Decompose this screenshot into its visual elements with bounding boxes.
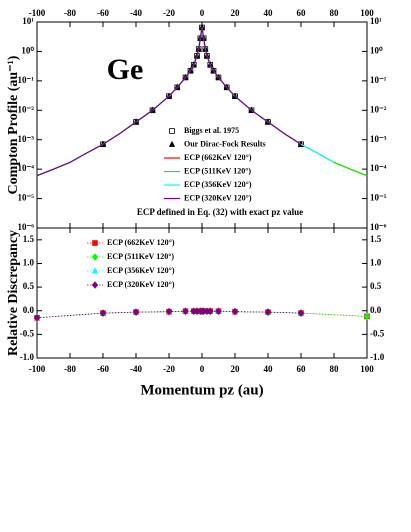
data-point [215, 307, 222, 315]
x-tick-label: -100 [29, 364, 46, 374]
legend-label: ECP (662KeV 120°) [184, 153, 252, 162]
data-point [231, 307, 239, 316]
y-tick-label: 10¹ [22, 16, 34, 26]
y-tick-label: 1.5 [23, 234, 35, 244]
y-tick-label: 10⁻² [370, 104, 387, 114]
legend-label: ECP (320KeV 120°) [107, 280, 175, 289]
y-tick-label: 10⁰ [21, 45, 34, 55]
y-tick-label: 10⁻⁴ [370, 163, 387, 173]
legend-marker [91, 253, 99, 261]
y-tick-label: 1.0 [23, 258, 35, 268]
legend-label: ECP (356KeV 120°) [107, 266, 175, 275]
data-point [207, 307, 214, 315]
x-tick-label: 60 [297, 364, 307, 374]
legend-marker [91, 267, 99, 274]
x-tick-label: -40 [130, 364, 142, 374]
y-axis-label: Relative Discrepancy [6, 230, 21, 356]
data-point [132, 308, 140, 316]
legend-label: ECP (511KeV 120°) [184, 166, 251, 175]
y-tick-label: 10¹ [370, 16, 382, 26]
x-tick-label: -60 [97, 364, 109, 374]
data-point [363, 312, 371, 321]
x-tick-label: 0 [200, 364, 205, 374]
legend-marker [168, 140, 176, 147]
legend-label: Our Dirac-Fock Results [184, 139, 266, 148]
x-tick-label: 40 [264, 364, 274, 374]
y-tick-label: 10⁻⁵ [370, 193, 387, 203]
y-tick-label: 10⁻³ [370, 134, 387, 144]
x-tick-label: 80 [330, 364, 340, 374]
data-point [165, 307, 173, 316]
data-point [99, 309, 107, 317]
legend-label: ECP (356KeV 120°) [184, 180, 252, 189]
x-tick-label: -80 [64, 364, 76, 374]
y-tick-label: 1.5 [370, 234, 382, 244]
y-tick-label: 10⁻⁵ [18, 193, 35, 203]
x-axis-label: Momentum pz (au) [140, 382, 263, 398]
y-tick-label: -1.0 [20, 352, 35, 362]
x-tick-label: 0 [200, 8, 205, 18]
y-tick-label: 1.0 [370, 258, 382, 268]
y-tick-label: 10⁻² [18, 104, 35, 114]
x-tick-label: -80 [64, 8, 76, 18]
y-tick-label: 10⁰ [370, 45, 383, 55]
x-tick-label: 80 [330, 8, 340, 18]
y-tick-label: 0.5 [370, 281, 382, 291]
x-tick-label: -20 [163, 364, 175, 374]
legend-label: ECP (662KeV 120°) [107, 238, 175, 247]
y-tick-label: 0.5 [23, 281, 35, 291]
legend-marker [91, 281, 99, 289]
y-tick-label: 10⁻¹ [18, 75, 35, 85]
element-label: Ge [107, 53, 144, 86]
legend-label: Biggs et al. 1975 [184, 126, 239, 135]
data-point [182, 307, 189, 315]
x-tick-label: -100 [29, 8, 46, 18]
y-tick-label: -1.0 [370, 352, 385, 362]
legend-marker [92, 240, 98, 246]
x-tick-label: -40 [130, 8, 142, 18]
y-tick-label: 10⁻⁶ [370, 222, 387, 232]
data-point [264, 308, 272, 316]
x-tick-label: 100 [360, 8, 374, 18]
x-tick-label: 20 [231, 8, 241, 18]
y-tick-label: 0.0 [23, 305, 35, 315]
data-point [33, 314, 41, 322]
data-point [297, 309, 305, 317]
y-tick-label: 10⁻³ [18, 134, 35, 144]
y-tick-label: 10⁻⁶ [18, 222, 35, 232]
x-tick-label: -60 [97, 8, 109, 18]
y-tick-label: -0.5 [370, 328, 385, 338]
x-tick-label: 40 [264, 8, 274, 18]
legend-marker [169, 128, 175, 134]
y-tick-label: -0.5 [20, 328, 35, 338]
x-tick-label: 20 [231, 364, 241, 374]
legend-label: ECP (320KeV 120°) [184, 193, 252, 202]
x-tick-label: 60 [297, 8, 307, 18]
legend-label: ECP (511KeV 120°) [107, 252, 174, 261]
annotation: ECP defined in Eq. (32) with exact pz va… [137, 207, 303, 217]
x-tick-label: -20 [163, 8, 175, 18]
y-tick-label: 10⁻⁴ [18, 163, 35, 173]
y-tick-label: 0.0 [370, 305, 382, 315]
series-line [36, 27, 302, 177]
x-tick-label: 100 [360, 364, 374, 374]
series-line [36, 310, 302, 319]
y-axis-label: Compton Profile (au⁻¹) [6, 55, 21, 194]
bottom-frame [36, 227, 368, 359]
y-tick-label: 10⁻¹ [370, 75, 387, 85]
